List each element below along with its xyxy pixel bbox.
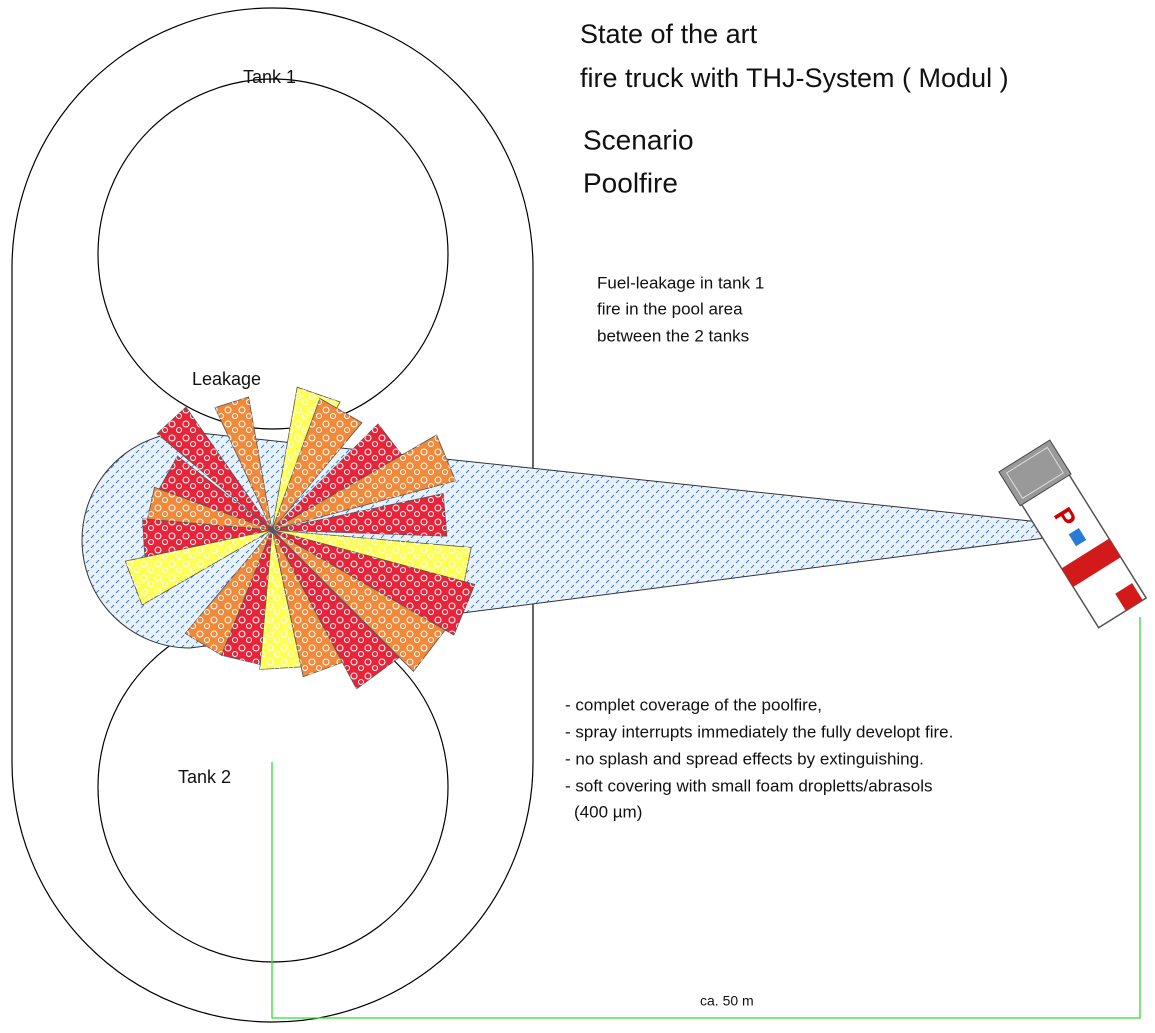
bullet: - no splash and spread effects by exting…	[565, 749, 924, 768]
title-line: fire truck with THJ-System ( Modul )	[580, 63, 1009, 93]
flame	[272, 530, 400, 689]
description-line: between the 2 tanks	[597, 326, 749, 345]
flame	[272, 530, 446, 672]
flame	[272, 493, 447, 537]
bullet: - spray interrupts immediately the fully…	[565, 722, 953, 741]
flame	[159, 456, 272, 530]
flame	[221, 530, 272, 665]
bullet: - complet coverage of the poolfire,	[565, 695, 822, 714]
flame	[259, 530, 302, 670]
description-line: fire in the pool area	[597, 299, 743, 318]
flames	[124, 386, 476, 690]
flame	[214, 397, 272, 530]
flame	[147, 487, 272, 530]
scenario-line: Poolfire	[583, 167, 678, 198]
flame	[142, 518, 272, 558]
flame	[185, 530, 272, 656]
flame	[272, 423, 402, 530]
distance-label: ca. 50 m	[700, 993, 754, 1009]
flame	[272, 398, 362, 530]
title-line: State of the art	[580, 19, 758, 49]
dimension-line	[271, 617, 1141, 1019]
bullet: - soft covering with small foam droplett…	[565, 776, 933, 795]
leakage-label: Leakage	[192, 369, 261, 389]
flame	[125, 530, 272, 605]
flame	[272, 435, 456, 530]
flame	[157, 407, 272, 530]
tank-label: Tank 1	[243, 67, 296, 87]
description-line: Fuel-leakage in tank 1	[597, 273, 764, 292]
fire-truck: P	[998, 439, 1148, 629]
tank-label: Tank 2	[178, 767, 231, 787]
scenario-line: Scenario	[583, 124, 694, 155]
bullet: (400 µm)	[574, 802, 642, 821]
flame	[272, 530, 343, 677]
tank-1	[97, 78, 449, 430]
flame	[272, 530, 475, 635]
